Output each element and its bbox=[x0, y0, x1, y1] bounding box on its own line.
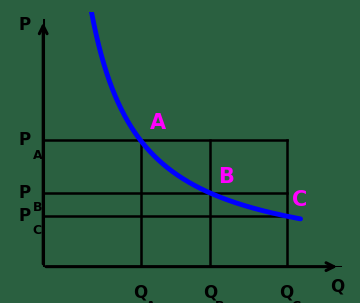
Text: C: C bbox=[292, 190, 307, 210]
Text: C: C bbox=[33, 225, 42, 238]
Text: A: A bbox=[150, 113, 166, 133]
Text: B: B bbox=[215, 299, 225, 303]
Text: P: P bbox=[19, 132, 31, 149]
Text: Q: Q bbox=[330, 277, 344, 295]
Text: Q: Q bbox=[203, 284, 217, 301]
Text: Q: Q bbox=[134, 284, 148, 301]
Text: P: P bbox=[18, 16, 30, 34]
Text: A: A bbox=[145, 299, 155, 303]
Text: B: B bbox=[33, 201, 42, 214]
Text: P: P bbox=[19, 184, 31, 202]
Text: B: B bbox=[218, 167, 234, 187]
Text: Q: Q bbox=[279, 284, 294, 301]
Text: C: C bbox=[292, 299, 301, 303]
Text: P: P bbox=[19, 207, 31, 225]
Text: A: A bbox=[33, 149, 42, 162]
